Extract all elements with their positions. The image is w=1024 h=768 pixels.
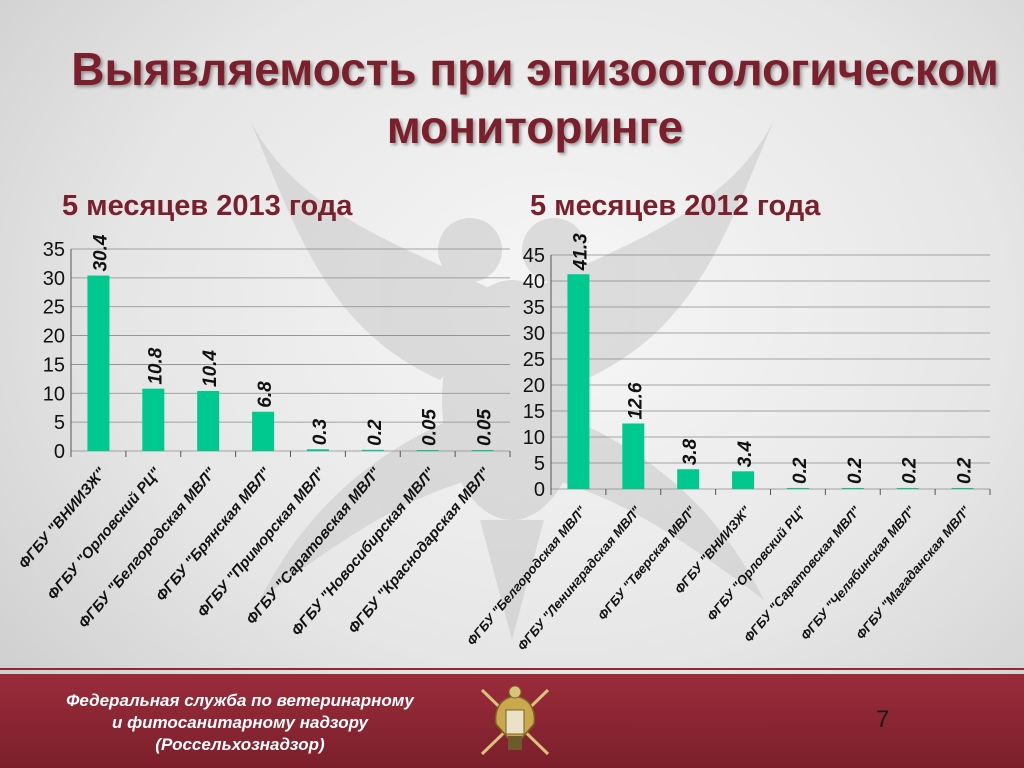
chart-2012-y-tick-label: 10 bbox=[523, 427, 545, 449]
chart-2012-bar bbox=[622, 423, 645, 489]
chart-2012-y-tick-label: 15 bbox=[523, 401, 545, 423]
footer-line-3: (Россельхознадзор) bbox=[155, 735, 325, 754]
chart-title-2012: 5 месяцев 2012 года bbox=[530, 190, 821, 222]
chart-2013-bar bbox=[142, 388, 165, 451]
chart-2013-value-label: 0.3 bbox=[310, 418, 331, 445]
chart-2013-y-tick-label: 25 bbox=[43, 297, 65, 319]
chart-2012-bar bbox=[786, 487, 809, 489]
chart-2012-value-label: 12.6 bbox=[625, 382, 646, 419]
chart-2013-value-label: 30.4 bbox=[90, 234, 111, 271]
chart-2013-y-tick-label: 10 bbox=[43, 383, 65, 405]
chart-title-2013: 5 месяцев 2013 года bbox=[62, 190, 353, 222]
chart-2012-value-label: 0.2 bbox=[845, 457, 866, 484]
chart-2012-bar bbox=[567, 274, 590, 489]
chart-2013-bar bbox=[252, 411, 275, 451]
chart-2012-category-label: ФГБУ "Магаданская МВЛ" bbox=[853, 503, 973, 643]
chart-2012-value-label: 41.3 bbox=[570, 233, 591, 271]
footer-line-1: Федеральная служба по ветеринарному bbox=[66, 691, 414, 710]
chart-2012-value-label: 0.2 bbox=[790, 457, 811, 484]
chart-2013-y-tick-label: 0 bbox=[54, 441, 65, 463]
chart-2013-y-tick-label: 30 bbox=[43, 268, 65, 290]
chart-2012-y-tick-label: 30 bbox=[523, 323, 545, 345]
chart-2012-category-label: ФГБУ "Челябинская МВЛ" bbox=[798, 503, 919, 643]
footer-agency-name: Федеральная служба по ветеринарному и фи… bbox=[20, 690, 460, 756]
chart-2012-value-label: 3.4 bbox=[735, 440, 756, 467]
chart-2013-y-tick-label: 5 bbox=[54, 412, 65, 434]
chart-2013-bar bbox=[471, 450, 494, 451]
chart-2012-y-tick-label: 35 bbox=[523, 297, 545, 319]
chart-2013-value-label: 0.05 bbox=[475, 409, 496, 446]
chart-2013-value-label: 0.05 bbox=[420, 409, 441, 446]
footer-divider bbox=[0, 668, 1024, 670]
chart-2012-bar bbox=[841, 487, 864, 489]
chart-2012-bar bbox=[896, 487, 919, 489]
rosselkhoznadzor-emblem-icon bbox=[480, 685, 550, 756]
chart-2012-category-label: ФГБУ "Орловский РЦ" bbox=[704, 503, 809, 624]
chart-2013-bar bbox=[306, 449, 329, 451]
chart-2012-y-tick-label: 5 bbox=[534, 453, 545, 475]
chart-2013-bar bbox=[197, 390, 220, 451]
chart-2013-bar bbox=[87, 275, 110, 451]
chart-2012-y-tick-label: 40 bbox=[523, 271, 545, 293]
chart-2013-value-label: 6.8 bbox=[255, 381, 276, 408]
chart-2013-y-tick-label: 15 bbox=[43, 354, 65, 376]
footer-line-2: и фитосанитарному надзору bbox=[112, 713, 368, 732]
slide-title: Выявляемость при эпизоотологическом мони… bbox=[71, 43, 999, 153]
chart-2012-y-tick-label: 0 bbox=[534, 479, 545, 501]
chart-2012-category-label: ФГБУ "Тверская МВЛ" bbox=[595, 503, 699, 623]
chart-2013-y-tick-label: 20 bbox=[43, 326, 65, 348]
chart-2012-value-label: 0.2 bbox=[955, 457, 976, 484]
chart-2012-y-tick-label: 45 bbox=[523, 245, 545, 267]
chart-2013-value-label: 0.2 bbox=[365, 419, 386, 446]
chart-2012-y-tick-label: 20 bbox=[523, 375, 545, 397]
chart-2013-y-tick-label: 35 bbox=[43, 239, 65, 261]
chart-2012-value-label: 3.8 bbox=[680, 438, 701, 465]
chart-2013-value-label: 10.8 bbox=[145, 347, 166, 384]
chart-2012-bar bbox=[951, 487, 974, 489]
chart-2013-bar bbox=[361, 449, 384, 451]
chart-2013-bar bbox=[416, 450, 439, 451]
chart-2012-value-label: 0.2 bbox=[900, 457, 921, 484]
chart-2012-bar bbox=[732, 471, 755, 489]
page-number: 7 bbox=[876, 706, 890, 733]
chart-2012-bar bbox=[677, 469, 700, 489]
chart-2012-category-label: ФГБУ "Саратовская МВЛ" bbox=[741, 503, 864, 645]
chart-2012-y-tick-label: 25 bbox=[523, 349, 545, 371]
chart-2013-value-label: 10.4 bbox=[200, 350, 221, 387]
